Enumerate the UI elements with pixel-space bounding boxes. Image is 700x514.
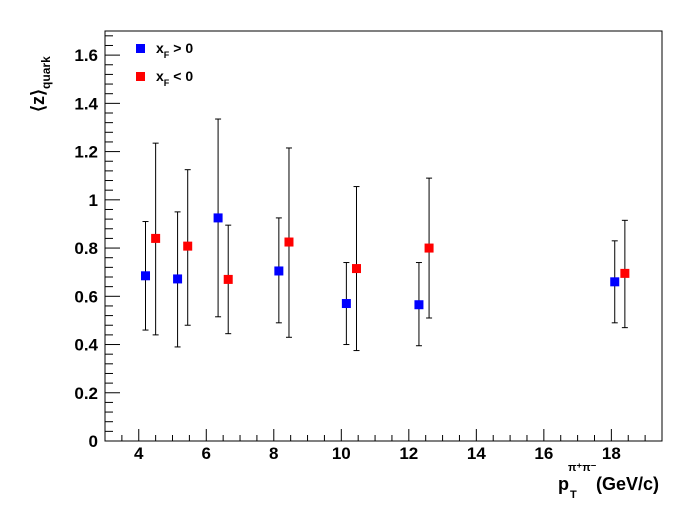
legend-1-rest: > 0 xyxy=(173,40,193,56)
y-tick-label: 0.2 xyxy=(74,384,98,403)
point-xf-negative xyxy=(620,268,630,278)
point-xf-negative xyxy=(424,243,434,253)
x-tick-label: 4 xyxy=(134,444,144,463)
legend: xF > 0 xF < 0 xyxy=(136,40,193,88)
point-xf-positive xyxy=(213,213,223,223)
legend-2-rest: < 0 xyxy=(173,68,193,84)
point-xf-positive xyxy=(173,274,183,284)
x-title-sub: T xyxy=(570,489,577,501)
y-tick-label: 0.8 xyxy=(74,239,98,258)
plot-frame xyxy=(104,30,663,442)
point-xf-positive xyxy=(610,277,620,287)
legend-marker-red xyxy=(136,72,145,81)
legend-marker-blue xyxy=(136,44,145,53)
data-markers xyxy=(141,213,630,310)
y-tick-labels: 0 0.2 0.4 0.6 0.8 1 1.2 1.4 1.6 xyxy=(74,46,98,451)
x-axis-title: p π⁺π⁻ T (GeV/c) xyxy=(558,462,659,501)
y-tick-label: 1.4 xyxy=(74,94,98,113)
x-tick-labels: 4 6 8 10 12 14 16 18 xyxy=(134,444,621,463)
legend-2-main: x xyxy=(156,68,164,84)
point-xf-negative xyxy=(183,241,193,251)
svg-text:xF> 0: xF > 0 xyxy=(156,40,193,60)
x-tick-label: 12 xyxy=(399,444,418,463)
point-xf-negative xyxy=(351,264,361,274)
point-xf-positive xyxy=(274,266,284,276)
y-tick-label: 0.4 xyxy=(74,336,98,355)
y-axis-title: ⟨z⟩quark xyxy=(28,56,53,112)
axis-ticks xyxy=(104,35,663,442)
error-bars xyxy=(142,118,628,352)
legend-1-main: x xyxy=(156,40,164,56)
x-tick-label: 10 xyxy=(332,444,351,463)
x-tick-label: 8 xyxy=(269,444,278,463)
y-tick-label: 0.6 xyxy=(74,287,98,306)
x-tick-label: 6 xyxy=(202,444,211,463)
y-tick-label: 1 xyxy=(89,191,98,210)
x-tick-label: 18 xyxy=(602,444,621,463)
svg-text:xF< 0: xF < 0 xyxy=(156,68,193,88)
x-title-unit: (GeV/c) xyxy=(596,474,659,494)
y-title-bracket-left: ⟨ xyxy=(28,105,48,112)
point-xf-positive xyxy=(414,300,424,310)
point-xf-positive xyxy=(341,299,351,309)
legend-1-sub: F xyxy=(164,50,170,60)
x-tick-label: 16 xyxy=(534,444,553,463)
y-title-main: z xyxy=(28,96,48,105)
y-title-sub: quark xyxy=(39,56,53,89)
y-tick-label: 1.6 xyxy=(74,46,98,65)
point-xf-negative xyxy=(151,233,161,243)
y-tick-label: 1.2 xyxy=(74,143,98,162)
legend-entry-xf-negative: xF < 0 xyxy=(136,68,193,88)
point-xf-negative xyxy=(284,237,294,247)
x-title-main: p xyxy=(558,474,569,494)
legend-entry-xf-positive: xF > 0 xyxy=(136,40,193,60)
point-xf-negative xyxy=(223,274,233,284)
legend-2-sub: F xyxy=(164,78,170,88)
y-tick-label: 0 xyxy=(89,432,98,451)
svg-text:⟨z⟩quark: ⟨z⟩quark xyxy=(28,56,53,112)
x-tick-label: 14 xyxy=(467,444,486,463)
y-title-bracket-right: ⟩ xyxy=(28,89,48,96)
x-title-sup: π⁺π⁻ xyxy=(568,462,597,474)
point-xf-positive xyxy=(141,271,151,281)
